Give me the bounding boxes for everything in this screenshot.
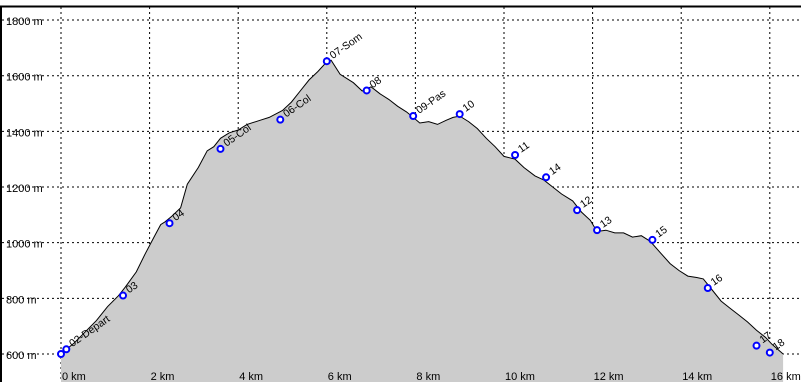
axis-tick-labels: 600 m 800 m 1000 m 1200 m 1400 m 1600 m 1800 m… [6,16,801,382]
waypoint-marker-9 [455,110,464,119]
waypoint-marker-2 [119,291,128,300]
waypoint-marker-3 [165,219,174,228]
waypoint-marker-8 [409,112,418,121]
y-tick-label-6: 1800 m [6,16,43,28]
x-tick-label-7: 14 km [682,371,712,382]
y-tick-label-2: 1000 m [6,239,43,251]
x-tick-label-1: 2 km [151,371,175,382]
waypoint-marker-13 [593,226,602,235]
x-tick-label-8: 16 km [771,371,801,382]
waypoint-marker-15 [703,284,712,293]
waypoint-marker-5 [276,115,285,124]
x-tick-label-2: 4 km [239,371,263,382]
waypoint-label-12: 12 [578,194,595,211]
y-tick-label-0: 600 m [6,350,37,362]
waypoint-marker-11 [542,173,551,182]
waypoint-marker-4 [216,144,225,153]
elevation-area [61,60,784,382]
waypoint-marker-16 [752,341,761,350]
y-tick-label-5: 1600 m [6,72,43,84]
waypoint-label-3: 04 [170,207,187,224]
x-tick-label-6: 12 km [594,371,624,382]
x-tick-label-0: 0 km [62,371,86,382]
waypoint-marker-17 [765,348,774,357]
waypoint-marker-1 [62,345,71,354]
waypoint-marker-12 [573,206,582,215]
waypoint-marker-7 [362,86,371,95]
waypoint-marker-0 [57,350,65,358]
y-tick-label-3: 1200 m [6,183,43,195]
x-tick-label-3: 6 km [328,371,352,382]
x-tick-label-4: 8 km [416,371,440,382]
y-tick-label-1: 800 m [6,294,37,306]
y-tick-label-4: 1400 m [6,127,43,139]
x-tick-label-5: 10 km [505,371,535,382]
waypoint-label-17: 18 [771,336,788,353]
elevation-line [60,59,784,355]
waypoint-marker-14 [648,235,657,244]
waypoint-marker-10 [511,151,520,160]
waypoint-marker-6 [322,57,331,66]
